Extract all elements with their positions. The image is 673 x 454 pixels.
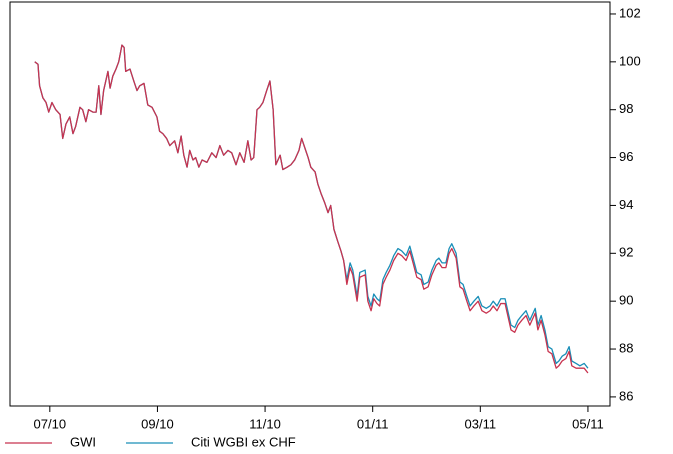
legend-label: GWI [70, 434, 96, 449]
y-tick-label: 90 [619, 293, 633, 308]
x-tick-label: 07/10 [34, 416, 67, 431]
y-tick-label: 92 [619, 245, 633, 260]
y-tick-label: 98 [619, 101, 633, 116]
series-line [34, 44, 589, 369]
x-tick-label: 09/10 [141, 416, 174, 431]
y-tick-label: 102 [619, 5, 641, 20]
x-tick-label: 11/10 [249, 416, 281, 431]
y-tick-label: 96 [619, 149, 633, 164]
y-tick-label: 86 [619, 388, 633, 403]
y-tick-label: 100 [619, 53, 641, 68]
legend-label: Citi WGBI ex CHF [191, 434, 296, 449]
x-tick-label: 03/11 [465, 416, 497, 431]
x-tick-label: 05/11 [572, 416, 604, 431]
x-tick-label: 01/11 [357, 416, 389, 431]
series-line [34, 44, 589, 374]
y-tick-label: 94 [619, 197, 633, 212]
y-tick-label: 88 [619, 340, 633, 355]
plot-frame [9, 1, 611, 407]
